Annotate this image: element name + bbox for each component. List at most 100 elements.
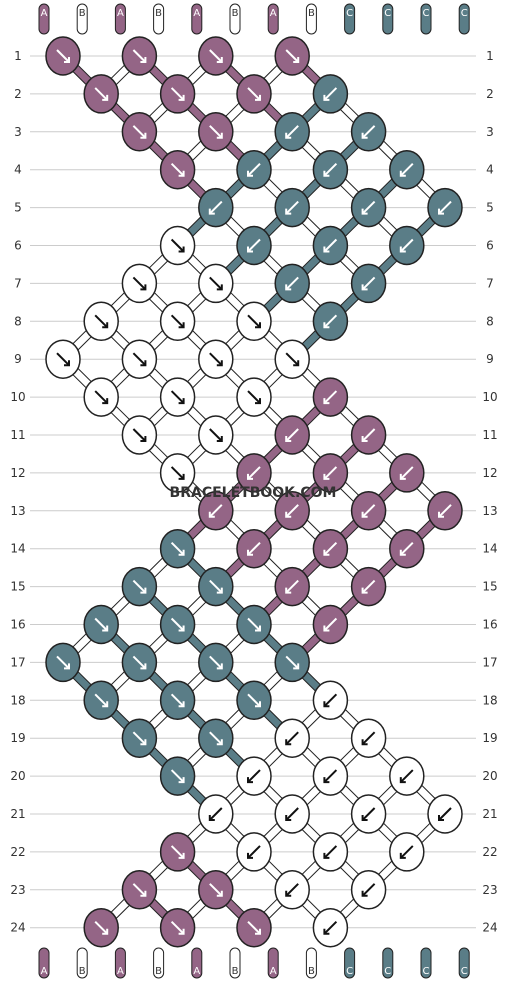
row-label-left: 5 xyxy=(14,201,22,215)
strand-tab xyxy=(458,3,470,35)
row-label-left: 9 xyxy=(14,352,22,366)
knot xyxy=(274,642,310,683)
arrow-down-left-icon xyxy=(247,541,261,556)
knot xyxy=(312,680,349,721)
arrowhead xyxy=(140,57,147,63)
arrowhead xyxy=(323,625,330,632)
strand-label: C xyxy=(461,966,468,977)
arrowhead xyxy=(255,928,261,935)
arrow-down-right-icon xyxy=(132,352,147,366)
row-label-left: 7 xyxy=(14,276,22,290)
knot xyxy=(312,74,349,114)
arrowhead xyxy=(438,511,444,518)
arrowhead xyxy=(323,777,330,784)
arrow-down-right-icon xyxy=(285,655,299,670)
arrowhead xyxy=(64,360,70,367)
row-label-right: 11 xyxy=(482,428,497,442)
row-label-right: 16 xyxy=(482,618,497,632)
arrow-down-right-icon xyxy=(170,541,185,556)
strand-tab xyxy=(114,3,126,35)
arrow-down-left-icon xyxy=(323,162,338,177)
arrow-down-right-icon xyxy=(94,390,108,404)
knot xyxy=(312,377,349,417)
strand-tab xyxy=(153,3,165,35)
strand-label: A xyxy=(117,8,124,19)
arrow-down-left-icon xyxy=(285,883,299,897)
knot xyxy=(83,301,119,342)
arrowhead xyxy=(64,57,70,63)
knot xyxy=(274,36,310,76)
arrow-down-right-icon xyxy=(170,693,185,708)
arrowhead xyxy=(361,815,368,821)
strand-label: B xyxy=(155,8,162,19)
knot xyxy=(121,415,158,455)
arrowhead xyxy=(361,208,368,215)
arrow-down-left-icon xyxy=(400,845,414,859)
arrow-down-left-icon xyxy=(323,541,338,556)
arrowhead xyxy=(361,587,368,594)
strand-tab xyxy=(76,3,88,35)
row-label-left: 6 xyxy=(14,239,22,253)
knot xyxy=(159,149,196,190)
arrow-down-left-icon xyxy=(323,314,338,329)
arrowhead xyxy=(178,322,185,329)
strand-tab xyxy=(153,947,165,979)
arrow-down-right-icon xyxy=(170,920,185,935)
arrow-down-left-icon xyxy=(323,466,338,480)
arrow-down-right-icon xyxy=(132,731,147,745)
row-label-left: 21 xyxy=(10,807,25,821)
knot xyxy=(312,832,349,872)
knot xyxy=(159,680,196,721)
strand-tab xyxy=(420,947,432,979)
arrow-down-left-icon xyxy=(285,731,299,745)
knot xyxy=(389,453,425,493)
knot xyxy=(236,377,272,417)
knot xyxy=(83,377,119,417)
strand-tab xyxy=(344,3,356,35)
strand-tab xyxy=(344,947,356,979)
arrow-down-left-icon xyxy=(400,769,414,783)
arrowhead xyxy=(208,815,215,821)
arrow-down-right-icon xyxy=(247,693,261,708)
knot xyxy=(198,642,234,683)
arrowhead xyxy=(399,246,406,253)
arrow-down-left-icon xyxy=(323,693,338,708)
arrow-down-right-icon xyxy=(247,390,261,404)
arrow-down-right-icon xyxy=(170,238,185,253)
knot xyxy=(121,642,158,683)
row-label-left: 23 xyxy=(10,883,25,897)
strand-label: C xyxy=(423,966,430,977)
knot xyxy=(159,301,196,342)
strand-label: C xyxy=(346,966,353,977)
arrowhead xyxy=(64,663,70,670)
arrowhead xyxy=(102,322,109,329)
arrow-down-left-icon xyxy=(209,200,223,215)
row-label-left: 17 xyxy=(10,655,25,669)
arrowhead xyxy=(216,436,223,442)
arrow-down-left-icon xyxy=(209,504,223,518)
arrow-down-left-icon xyxy=(323,845,338,859)
knot xyxy=(389,832,425,872)
arrow-down-right-icon xyxy=(170,769,185,783)
strand-tab xyxy=(382,3,394,35)
knot xyxy=(274,566,310,607)
arrow-down-right-icon xyxy=(209,276,223,291)
arrowhead xyxy=(140,132,147,139)
arrowhead xyxy=(178,246,185,253)
arrowhead xyxy=(323,473,330,480)
knot xyxy=(121,339,158,379)
arrow-down-left-icon xyxy=(361,883,376,897)
arrowhead xyxy=(399,170,406,177)
row-label-left: 20 xyxy=(10,769,25,783)
knot xyxy=(312,604,349,645)
row-label-left: 2 xyxy=(14,87,22,101)
row-label-left: 19 xyxy=(10,731,25,745)
strand-tab xyxy=(38,3,50,35)
arrowhead xyxy=(255,398,261,405)
knot xyxy=(198,112,234,152)
strand-tab xyxy=(76,947,88,979)
strand-tab xyxy=(267,3,279,35)
arrow-down-right-icon xyxy=(170,845,185,859)
arrow-down-right-icon xyxy=(132,49,147,63)
